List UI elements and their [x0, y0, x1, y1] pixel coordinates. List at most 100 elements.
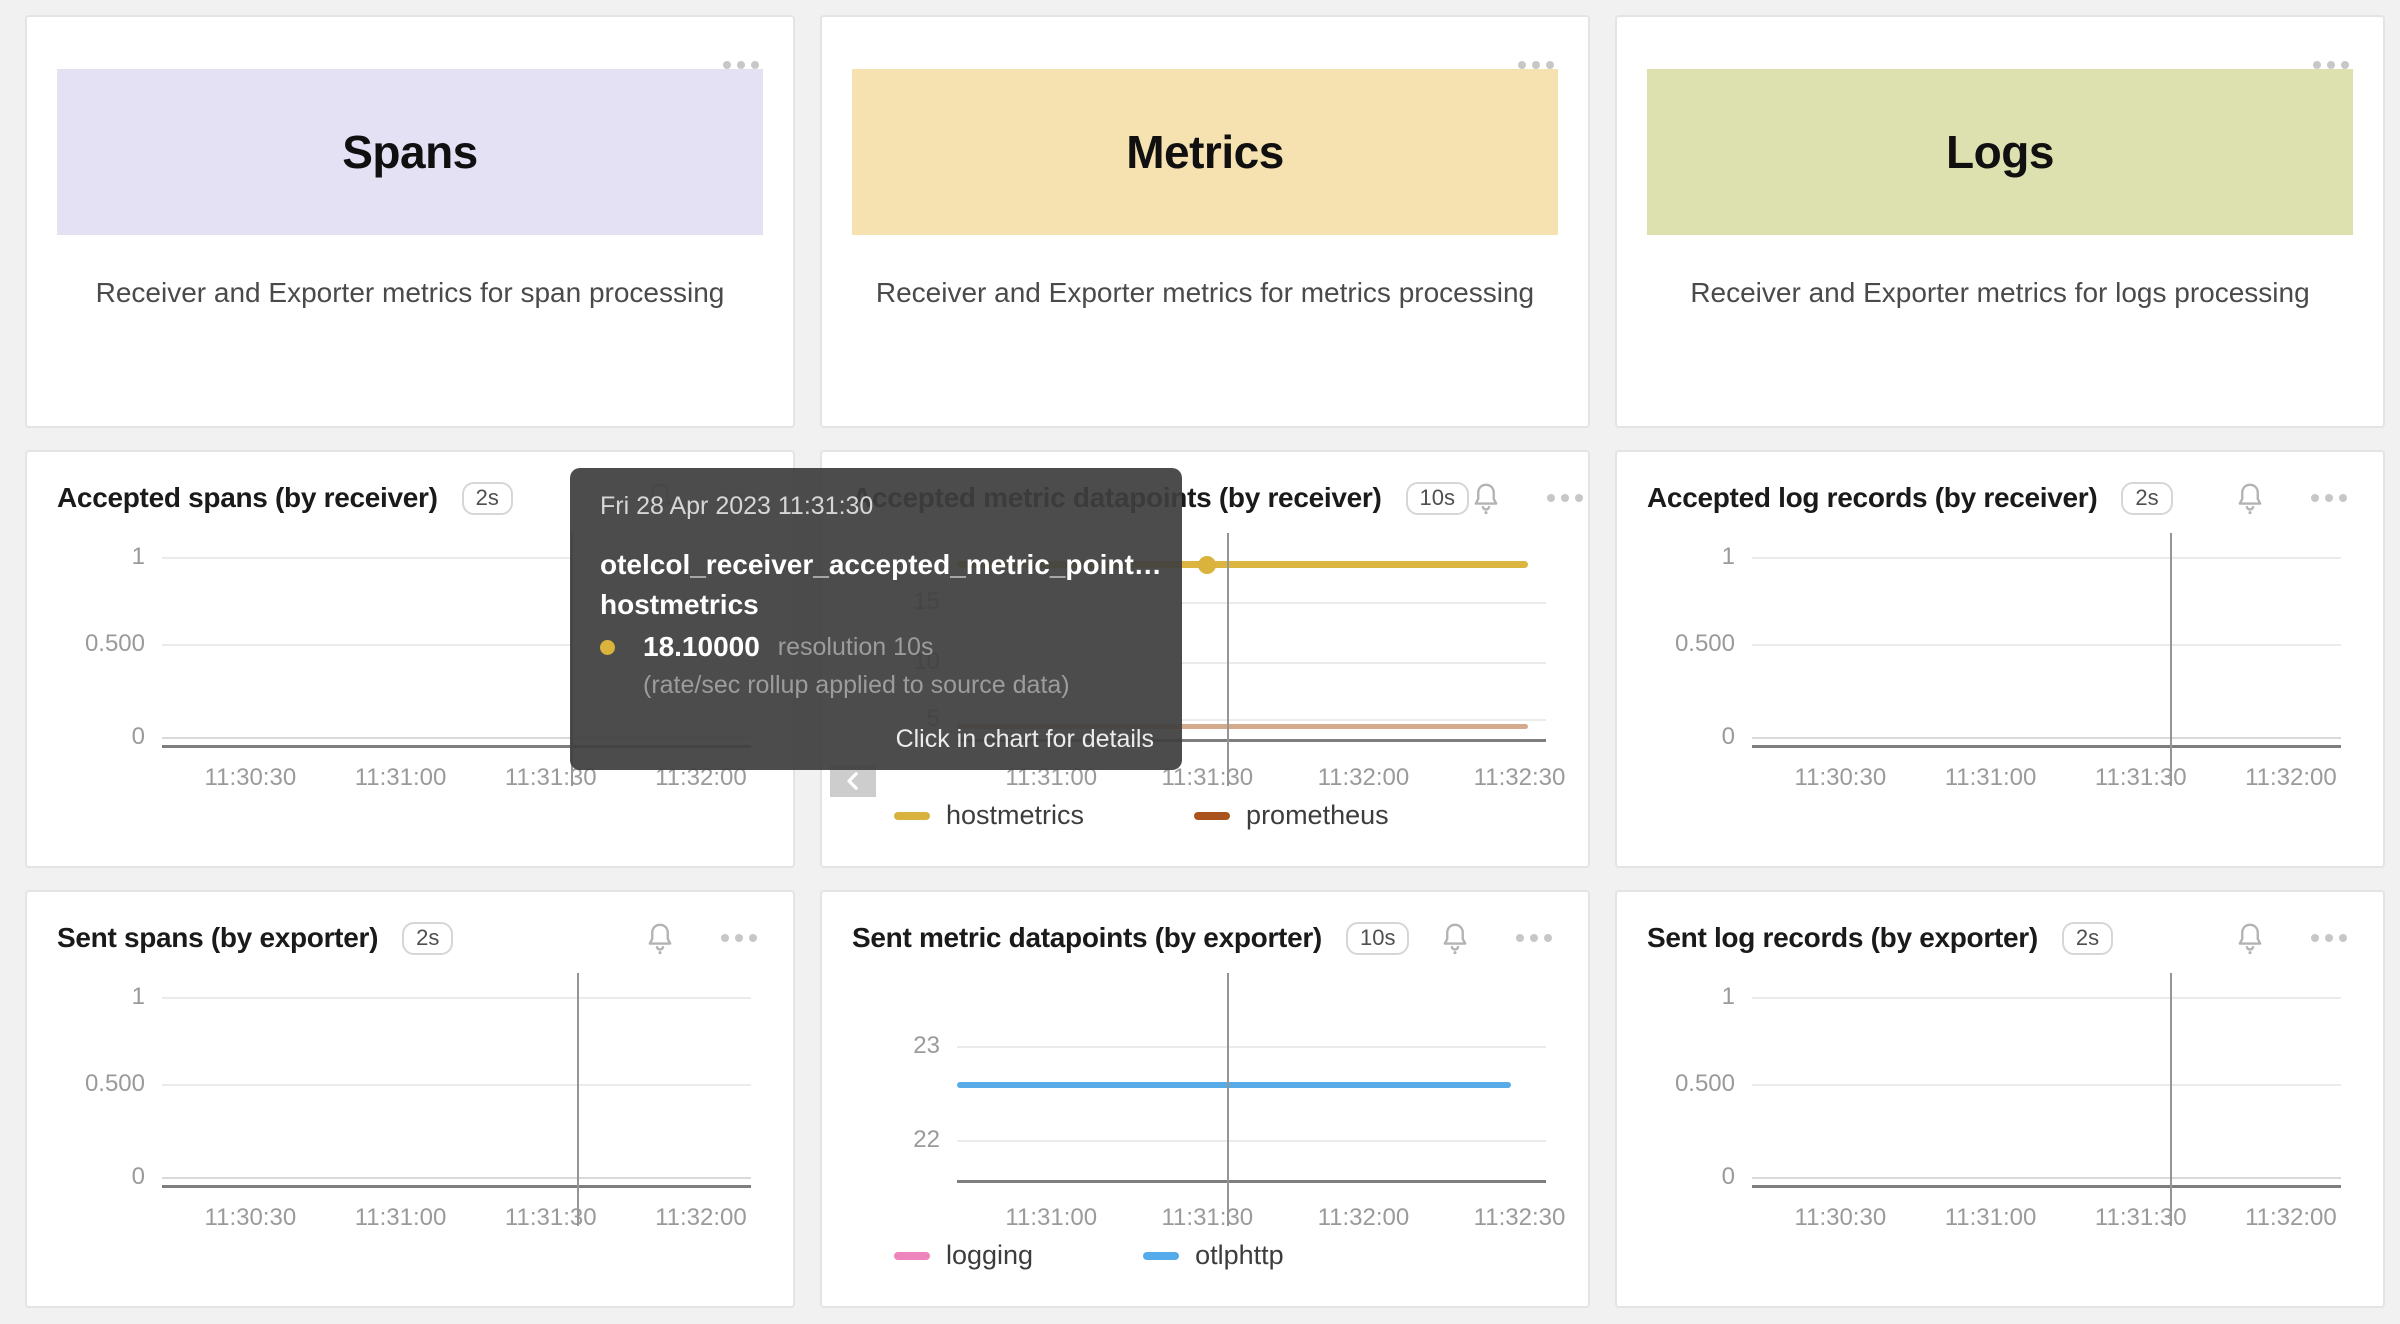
chart-plot-area[interactable]: 1 0.500 0	[1675, 973, 2341, 1226]
x-tick-label: 11:32:00	[2245, 764, 2337, 791]
x-tick-label: 11:31:00	[1944, 764, 2037, 791]
y-tick-label: 23	[913, 1032, 940, 1059]
ellipsis-icon[interactable]	[2311, 934, 2347, 942]
ellipsis-icon[interactable]	[721, 934, 757, 942]
chart-plot-area[interactable]: 1 0.500 0	[85, 973, 751, 1226]
legend-label: prometheus	[1246, 800, 1389, 830]
panel-title: Sent metric datapoints (by exporter)	[852, 922, 1322, 953]
gridline	[162, 1177, 751, 1179]
y-tick-label: 1	[1721, 983, 1735, 1010]
panel-title: Sent spans (by exporter)	[57, 922, 379, 953]
panel-title: Accepted log records (by receiver)	[1647, 482, 2098, 513]
resolution-badge: 2s	[402, 921, 454, 955]
gridline	[162, 997, 751, 999]
overview-card-logs: Logs Receiver and Exporter metrics for l…	[1615, 15, 2385, 428]
legend-item[interactable]: prometheus	[1194, 800, 1389, 831]
ellipsis-icon[interactable]	[723, 61, 759, 69]
gridline	[1752, 997, 2341, 999]
panel-title: Sent log records (by exporter)	[1647, 922, 2038, 953]
x-tick-label: 11:31:00	[354, 1204, 447, 1231]
legend-label: hostmetrics	[946, 800, 1085, 830]
x-axis-labels: 11:31:00 11:31:30 11:32:00 11:32:30	[957, 1204, 1565, 1236]
gridline	[162, 557, 751, 559]
crosshair-line	[2170, 533, 2173, 786]
tooltip-resolution: resolution 10s	[777, 632, 934, 661]
x-axis-labels: 11:30:30 11:31:00 11:31:30 11:32:00	[1752, 1204, 2341, 1236]
logs-banner: Logs	[1647, 69, 2353, 235]
series-line-prometheus	[957, 724, 1529, 729]
gridline	[162, 737, 751, 739]
dashboard-grid: Spans Receiver and Exporter metrics for …	[25, 15, 2385, 1308]
tooltip-footer-hint: Click in chart for details	[895, 725, 1154, 753]
resolution-badge: 2s	[2061, 921, 2114, 955]
panel-sent-metric-datapoints: Sent metric datapoints (by exporter) 10s…	[820, 890, 1590, 1308]
legend-swatch	[894, 811, 930, 820]
ellipsis-icon[interactable]	[2311, 494, 2347, 502]
chart-plot-area[interactable]: 1 0.500 0	[1675, 533, 2341, 786]
ellipsis-icon[interactable]	[1518, 61, 1554, 69]
y-tick-label: 1	[131, 543, 145, 570]
x-tick-label: 11:32:00	[2245, 1204, 2337, 1231]
x-tick-label: 11:32:30	[1473, 764, 1566, 791]
x-axis-line	[1752, 745, 2341, 748]
legend-label: otlphttp	[1195, 1240, 1284, 1270]
x-tick-label: 11:31:30	[1161, 1204, 1254, 1231]
bell-icon[interactable]	[2233, 480, 2267, 516]
x-tick-label: 11:31:00	[354, 764, 447, 791]
x-tick-label: 11:32:00	[1317, 764, 1410, 791]
legend-swatch	[1194, 811, 1231, 820]
x-axis-labels: 11:30:30 11:31:00 11:31:30 11:32:00	[1752, 764, 2341, 796]
overview-card-spans: Spans Receiver and Exporter metrics for …	[25, 15, 795, 428]
gridline	[162, 644, 751, 646]
y-tick-label: 1	[1721, 543, 1735, 570]
bell-icon[interactable]	[1469, 480, 1503, 516]
y-tick-label: 0.500	[1674, 630, 1735, 657]
gridline	[957, 1046, 1546, 1048]
ellipsis-icon[interactable]	[2313, 61, 2349, 69]
card-title: Metrics	[1126, 126, 1284, 178]
gridline	[162, 1084, 751, 1086]
x-tick-label: 11:32:00	[655, 1204, 747, 1231]
y-tick-label: 0	[1721, 1163, 1735, 1190]
x-axis-labels: 11:31:00 11:31:30 11:32:00 11:32:30	[957, 764, 1565, 796]
resolution-badge: 2s	[461, 481, 513, 515]
tooltip-value: 18.10000	[643, 631, 760, 662]
tooltip-series-name: hostmetrics	[600, 589, 759, 620]
bell-icon[interactable]	[1438, 920, 1472, 956]
x-tick-label: 11:30:30	[1794, 1204, 1887, 1231]
crosshair-line	[577, 973, 580, 1226]
x-tick-label: 11:31:30	[2094, 764, 2187, 791]
y-tick-label: 22	[913, 1126, 940, 1153]
panel-accepted-log-records: Accepted log records (by receiver) 2s 1 …	[1615, 450, 2385, 868]
legend-label: logging	[946, 1240, 1034, 1270]
y-tick-label: 0	[131, 1163, 145, 1190]
x-tick-label: 11:30:30	[204, 1204, 297, 1231]
series-color-dot	[600, 639, 615, 655]
card-title: Logs	[1946, 126, 2054, 178]
series-line-hostmetrics	[957, 561, 1529, 568]
bell-icon[interactable]	[643, 920, 677, 956]
chart-plot-area[interactable]: 1 0.500 0	[85, 533, 751, 786]
x-tick-label: 11:30:30	[204, 764, 297, 791]
legend-item[interactable]: otlphttp	[1143, 1240, 1284, 1271]
chart-plot-area[interactable]: 23 22	[913, 973, 1546, 1226]
tooltip-note: (rate/sec rollup applied to source data)	[643, 671, 1070, 699]
spans-banner: Spans	[57, 69, 763, 235]
tooltip-timestamp: Fri 28 Apr 2023 11:31:30	[600, 492, 874, 520]
x-axis-line	[1752, 1185, 2341, 1188]
ellipsis-icon[interactable]	[1516, 934, 1552, 942]
card-title: Spans	[342, 126, 478, 178]
crosshair-line	[2170, 973, 2173, 1226]
ellipsis-icon[interactable]	[1547, 494, 1584, 502]
x-axis-line	[162, 745, 751, 748]
chevron-left-icon[interactable]	[830, 765, 876, 797]
hover-tooltip: Fri 28 Apr 2023 11:31:30 otelcol_receive…	[570, 468, 1182, 770]
x-axis-line	[957, 739, 1546, 742]
panel-title: Accepted spans (by receiver)	[57, 482, 438, 513]
legend-item[interactable]: hostmetrics	[894, 800, 1084, 831]
gridline	[957, 602, 1546, 604]
x-axis-labels: 11:30:30 11:31:00 11:31:30 11:32:00	[162, 764, 751, 796]
legend-item[interactable]: logging	[894, 1240, 1033, 1271]
overview-card-metrics: Metrics Receiver and Exporter metrics fo…	[820, 15, 1590, 428]
bell-icon[interactable]	[2233, 920, 2267, 956]
